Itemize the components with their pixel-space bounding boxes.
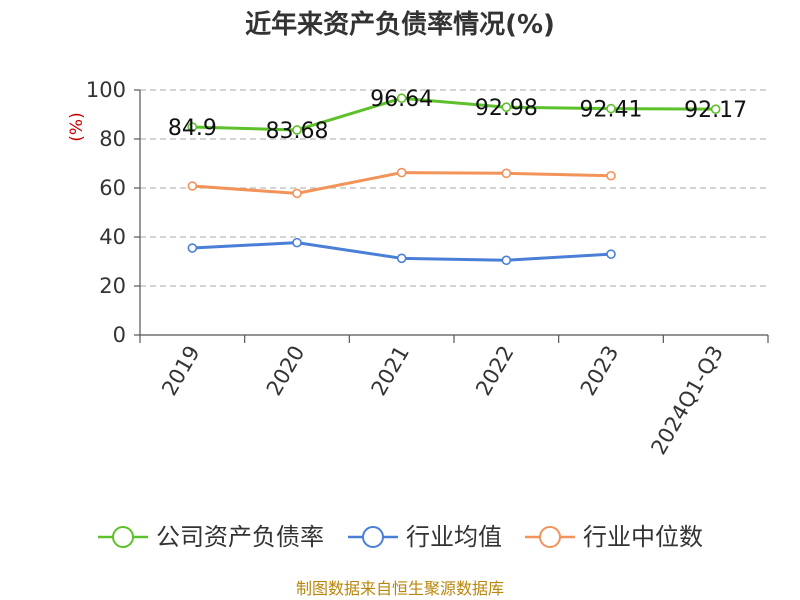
x-tick-label: 2024Q1-Q3	[646, 342, 728, 459]
legend-label: 行业均值	[406, 523, 502, 551]
y-tick-label: 80	[99, 127, 126, 151]
data-point[interactable]	[292, 237, 302, 248]
legend-item-0[interactable]: 公司资产负债率	[98, 523, 324, 551]
x-tick-label: 2021	[366, 342, 414, 400]
data-point[interactable]	[396, 93, 407, 104]
data-point[interactable]	[501, 168, 512, 179]
data-point[interactable]	[501, 102, 512, 112]
data-point[interactable]	[292, 125, 302, 135]
data-label: 83.68	[266, 119, 329, 144]
chart-title: 近年来资产负债率情况(%)	[245, 9, 555, 40]
y-axis-unit-label: (%)	[67, 112, 87, 141]
grid-lines	[140, 89, 768, 287]
data-point[interactable]	[187, 243, 198, 253]
data-point[interactable]	[187, 181, 198, 191]
data-point[interactable]	[396, 253, 407, 264]
series-line-0	[192, 96, 716, 132]
data-point[interactable]	[292, 188, 302, 199]
data-label: 92.98	[475, 96, 538, 121]
data-point[interactable]	[606, 103, 616, 114]
y-tick-label: 40	[99, 225, 126, 249]
x-tick-label: 2019	[157, 342, 205, 400]
y-tick-label: 60	[99, 176, 126, 200]
legend-label: 公司资产负债率	[156, 523, 324, 551]
x-tick-label: 2020	[262, 342, 310, 400]
legend-label: 行业中位数	[583, 523, 703, 551]
data-point[interactable]	[606, 170, 616, 181]
data-point[interactable]	[710, 104, 721, 114]
y-tick-label: 100	[86, 78, 126, 102]
series-lines	[187, 93, 721, 266]
legend-marker	[112, 526, 134, 548]
data-label: 92.41	[580, 98, 643, 123]
y-tick-label: 20	[99, 274, 126, 298]
data-point[interactable]	[501, 255, 512, 266]
legend-marker	[362, 526, 384, 548]
data-label: 96.64	[370, 87, 433, 112]
legend-item-1[interactable]: 行业均值	[348, 523, 502, 551]
legend-item-2[interactable]: 行业中位数	[525, 523, 703, 551]
data-label: 92.17	[684, 98, 747, 123]
legend-marker	[539, 526, 561, 548]
data-point[interactable]	[187, 122, 198, 132]
x-tick-label: 2023	[576, 342, 624, 400]
data-point[interactable]	[606, 249, 616, 259]
source-note: 制图数据来自恒生聚源数据库	[296, 579, 504, 598]
y-tick-label: 0	[113, 323, 126, 347]
data-point[interactable]	[396, 167, 407, 178]
data-label: 84.9	[168, 116, 217, 141]
x-tick-label: 2022	[471, 342, 519, 400]
axes: 0 20 40 60 80 100 2019 2020 2021 2022 2023 2024Q1-Q…	[86, 78, 769, 459]
data-labels: 84.9 83.68 96.64 92.98 92.41 92.17	[168, 87, 747, 144]
legend[interactable]: 公司资产负债率 行业均值 行业中位数	[98, 523, 703, 551]
